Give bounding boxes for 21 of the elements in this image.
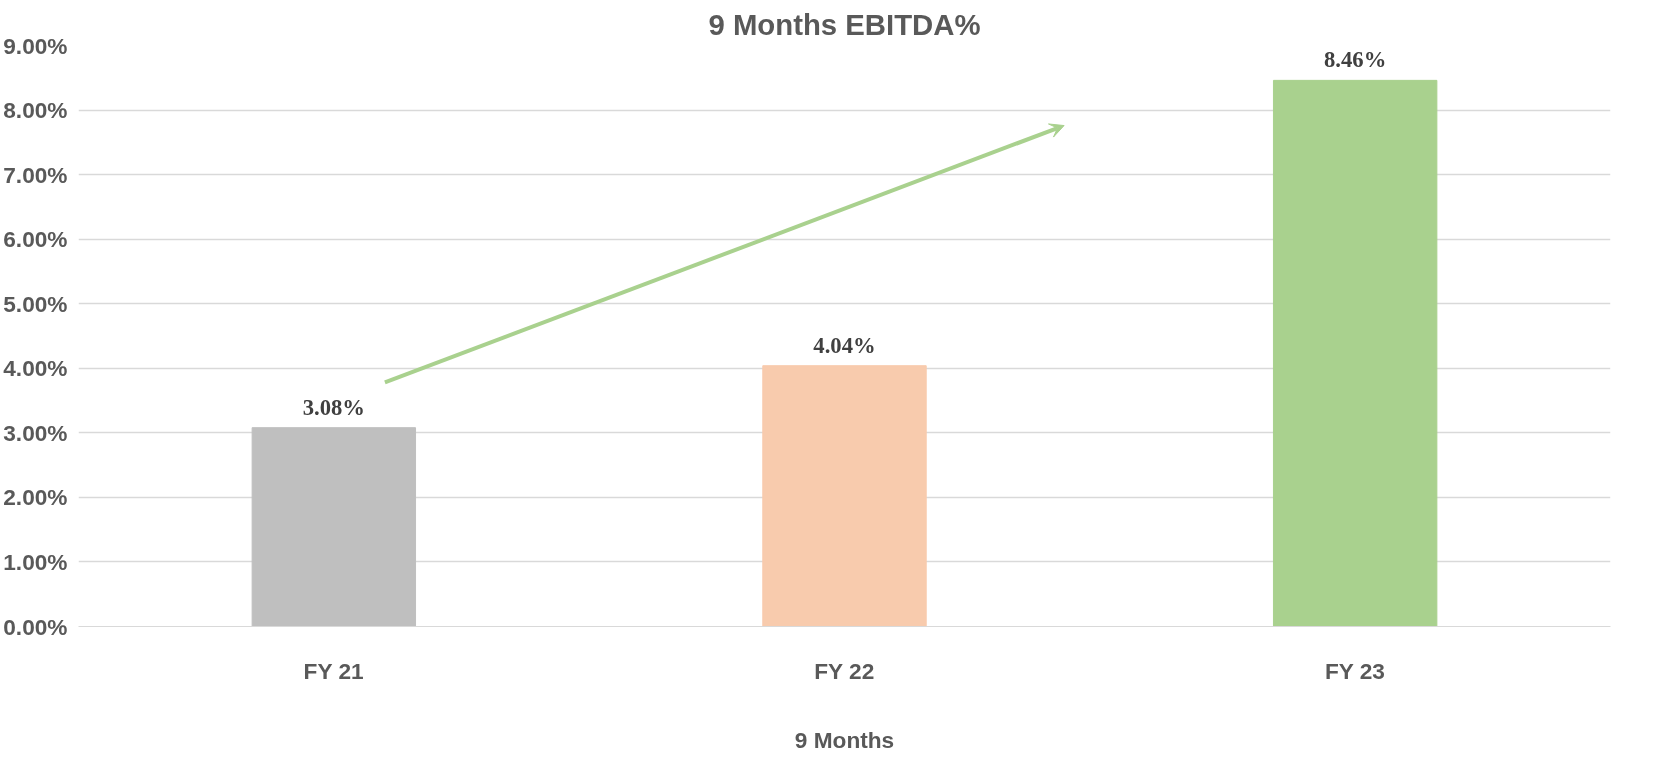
y-tick-label: 2.00% xyxy=(3,484,68,511)
x-axis-title: 9 Months xyxy=(794,726,895,753)
y-tick-label: 8.00% xyxy=(3,97,68,124)
x-tick-label: FY 22 xyxy=(814,657,875,684)
y-tick-label: 7.00% xyxy=(3,161,68,188)
y-tick-label: 1.00% xyxy=(3,548,68,575)
bar xyxy=(762,365,927,627)
y-tick-label: 5.00% xyxy=(3,290,68,317)
bar xyxy=(251,427,417,627)
x-tick-label: FY 21 xyxy=(303,657,364,684)
x-tick-label: FY 23 xyxy=(1324,657,1385,684)
y-tick-label: 9.00% xyxy=(3,32,68,59)
chart-title: 9 Months EBITDA% xyxy=(708,7,981,41)
y-tick-label: 0.00% xyxy=(3,613,68,640)
data-label: 3.08% xyxy=(302,394,365,420)
y-tick-label: 4.00% xyxy=(3,355,68,382)
data-label: 8.46% xyxy=(1324,47,1387,73)
data-label: 4.04% xyxy=(813,332,876,358)
y-tick-label: 3.00% xyxy=(3,419,68,446)
bar xyxy=(1272,79,1438,627)
y-tick-label: 6.00% xyxy=(3,226,68,253)
